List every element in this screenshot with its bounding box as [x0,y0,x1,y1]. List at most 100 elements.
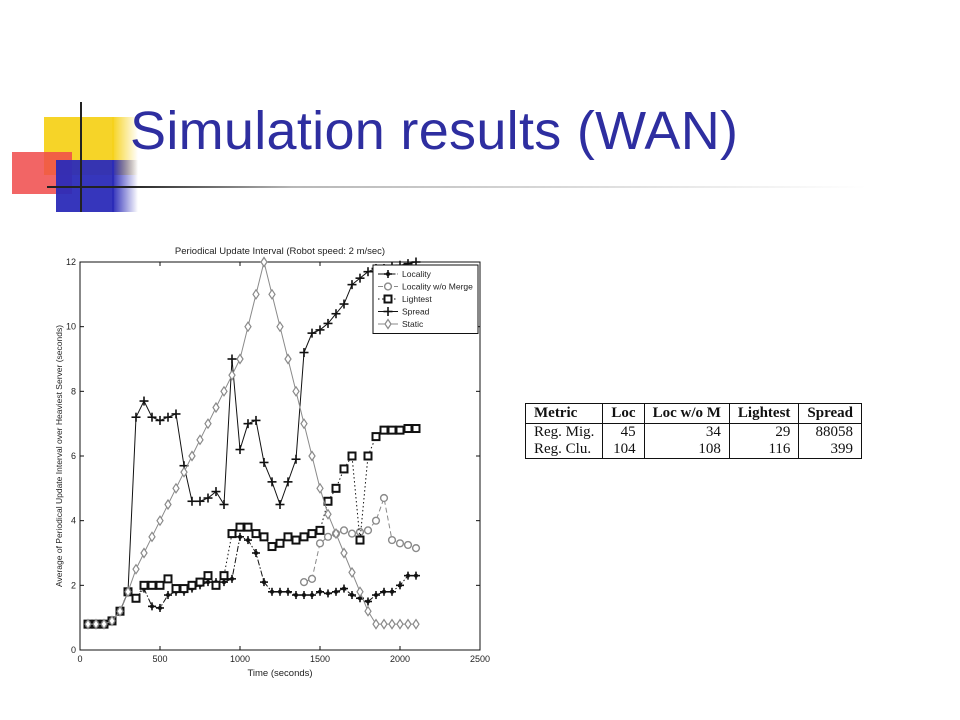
legend-label: Static [402,319,424,329]
data-point-marker [251,529,261,539]
table-header-cell: Loc w/o M [643,403,730,424]
data-point-marker [150,604,154,609]
y-tick-label: 6 [71,451,76,461]
data-point-marker [158,605,162,610]
data-point-marker [371,432,381,442]
data-point-marker [195,577,205,587]
data-point-marker [140,547,148,559]
data-point-marker [403,424,413,434]
data-point-marker [179,584,189,594]
data-point-marker [252,288,260,300]
data-point-marker [395,539,405,548]
table-cell: Reg. Clu. [524,441,603,459]
series-spread [83,257,421,629]
data-point-marker [222,580,226,585]
title-bullet-decoration [0,0,867,220]
legend-label: Lightest [402,294,432,304]
data-point-marker [116,605,124,617]
data-point-marker [227,529,237,539]
data-point-marker [278,589,282,594]
table-row: Reg. Clu. 104 108 116 399 [524,441,862,459]
data-point-marker [406,573,410,578]
data-point-marker [203,571,213,581]
data-point-marker [108,615,116,627]
data-point-marker [315,525,325,535]
data-point-marker [379,493,389,503]
data-point-marker [411,544,421,553]
data-point-marker [219,571,229,581]
data-point-marker [235,522,245,532]
data-point-marker [334,589,338,594]
table-header-row: Metric Loc Loc w/o M Lightest Spread [524,403,862,424]
data-point-marker [398,583,402,588]
data-point-marker [355,527,365,537]
data-point-marker [382,589,386,594]
y-tick-label: 2 [71,580,76,590]
data-point-marker [331,483,341,493]
table-header-cell: Loc [602,403,645,424]
data-point-marker [139,580,149,590]
data-point-marker [332,528,340,540]
data-point-marker [291,535,301,545]
data-point-marker [147,580,157,590]
line-chart: Periodical Update Interval (Robot speed:… [54,246,490,679]
data-point-marker [380,618,388,630]
data-point-marker [300,418,308,430]
slide-title: Simulation results (WAN) [130,101,739,161]
data-point-marker [283,532,293,542]
data-point-marker [347,451,357,461]
data-point-marker [356,586,364,598]
data-point-marker [299,532,309,542]
data-point-marker [318,589,322,594]
data-point-marker [342,586,346,591]
data-point-marker [164,498,172,511]
data-point-marker [387,535,397,545]
data-point-marker [374,593,378,598]
data-point-marker [260,256,268,268]
data-point-marker [339,526,349,535]
data-point-marker [211,580,221,590]
data-point-marker [395,425,405,435]
bullet-vertical-line [80,102,82,212]
data-point-marker [196,434,204,446]
data-point-marker [364,605,372,617]
data-point-marker [246,538,250,543]
data-point-marker [188,450,196,462]
data-point-marker [230,576,234,581]
data-point-marker [220,385,228,397]
data-point-marker [316,482,324,494]
legend-label: Spread [402,307,430,317]
data-point-marker [326,591,330,596]
data-point-marker [384,318,392,330]
data-point-marker [379,425,389,435]
data-point-marker [286,589,290,594]
data-point-marker [212,401,220,414]
data-point-marker [100,618,108,630]
table-cell: 399 [798,441,862,459]
data-point-marker [339,464,349,474]
data-point-marker [206,580,210,585]
data-point-marker [383,282,393,291]
table-header-cell: Lightest [728,403,799,424]
x-axis-label: Time (seconds) [247,668,312,679]
data-point-marker [414,573,418,578]
data-point-marker [348,566,356,578]
data-point-marker [166,593,170,598]
chart-legend: Locality Locality w/o Merge Lightest Spread… [372,264,479,334]
data-point-marker [292,385,300,397]
data-point-marker [403,540,413,550]
data-point-marker [363,451,373,461]
data-point-marker [171,584,181,594]
table-header-cell: Metric [524,403,603,424]
data-point-marker [404,618,412,630]
data-point-marker [307,529,317,539]
data-point-marker [148,531,156,543]
data-point-marker [412,618,420,630]
table-header-cell: Spread [798,403,862,424]
data-point-marker [243,522,253,532]
y-tick-label: 8 [71,386,76,396]
data-point-marker [284,353,292,365]
data-point-marker [387,425,397,435]
data-point-marker [84,618,92,630]
data-point-marker [131,593,141,603]
